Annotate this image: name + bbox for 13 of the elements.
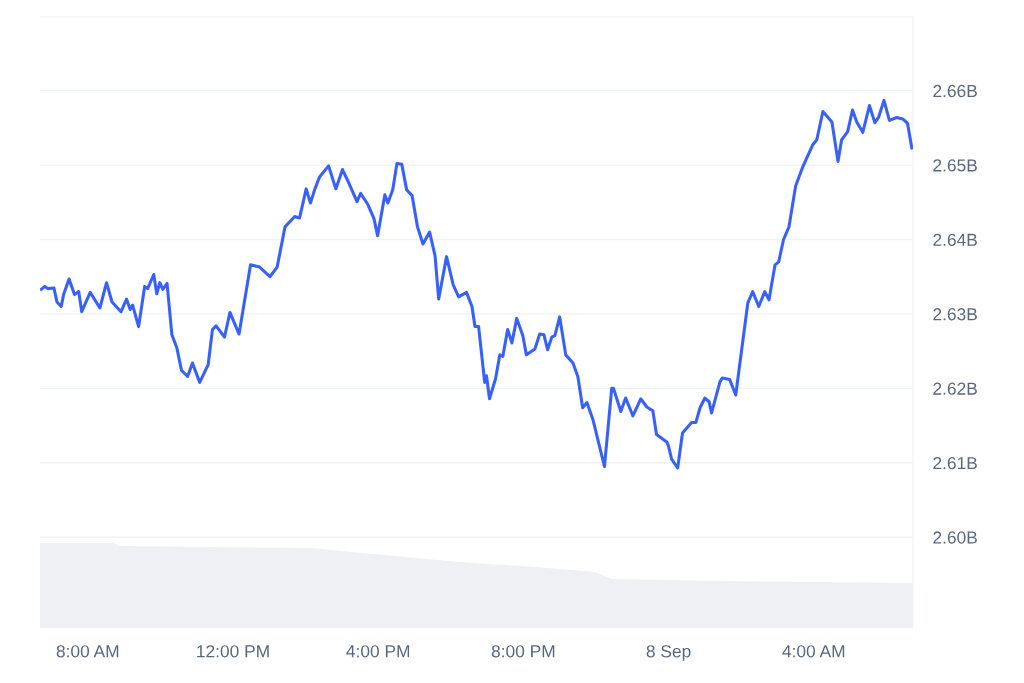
y-tick-label: 2.66B (933, 84, 977, 98)
x-tick-label: 4:00 PM (346, 645, 410, 658)
x-tick-label: 8 Sep (646, 645, 691, 661)
y-tick-label: 2.60B (933, 531, 977, 544)
x-tick-label: 12:00 PM (197, 645, 269, 658)
y-tick-label: 2.64B (933, 233, 977, 246)
y-tick-label: 2.61B (933, 456, 977, 470)
y-tick-label: 2.65B (933, 159, 977, 172)
x-tick-label: 8:00 AM (56, 645, 119, 658)
y-tick-label: 2.62B (933, 382, 977, 395)
x-tick-label: 8:00 PM (491, 645, 555, 658)
x-tick-label: 4:00 AM (782, 645, 845, 658)
y-tick-label: 2.63B (933, 308, 977, 321)
